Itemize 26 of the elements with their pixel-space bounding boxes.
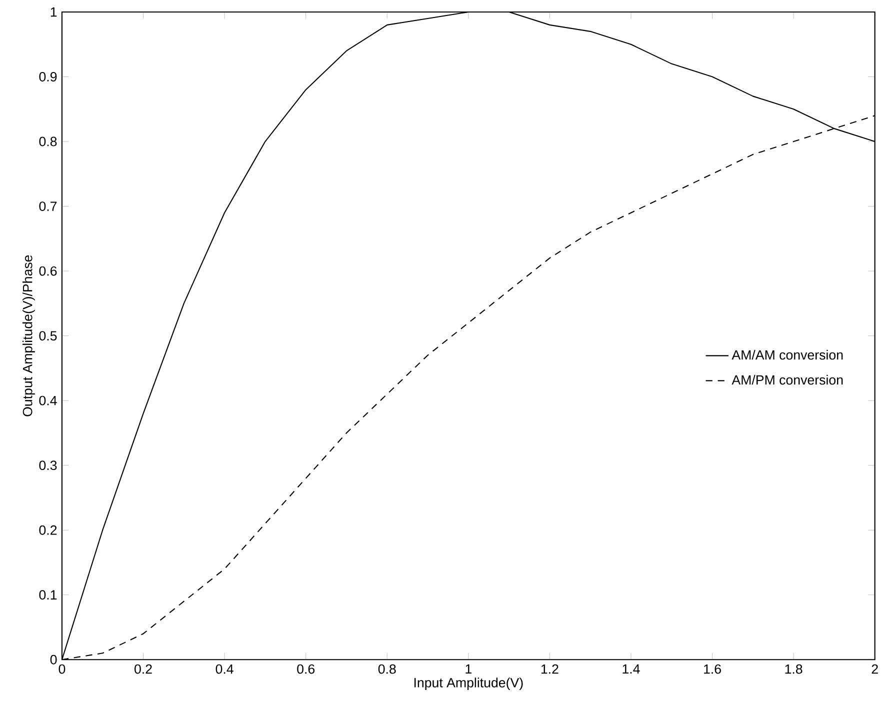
y-tick-label: 0.4 — [39, 396, 57, 406]
y-tick-label: 0.1 — [39, 590, 57, 600]
y-tick-label: 1 — [50, 8, 57, 17]
y-tick-label: 0 — [50, 655, 57, 665]
legend-label: AM/PM conversion — [732, 375, 843, 385]
x-tick-label: 0.8 — [378, 664, 396, 674]
y-axis-title: Output Amplitude(V)/Phase — [22, 256, 35, 416]
x-tick-label: 0.4 — [216, 664, 234, 674]
y-tick-label: 0.2 — [39, 526, 57, 536]
x-tick-label: 1.2 — [541, 664, 558, 674]
y-tick-label: 0.7 — [39, 202, 57, 212]
y-tick-label: 0.3 — [39, 460, 57, 470]
x-axis-title: Input Amplitude(V) — [414, 678, 523, 690]
y-tick-label: 0.9 — [39, 72, 57, 82]
y-tick-label: 0.8 — [39, 136, 57, 146]
legend-label: AM/AM conversion — [732, 350, 843, 360]
y-tick-label: 0.5 — [39, 331, 57, 341]
x-tick-label: 0.2 — [134, 664, 152, 674]
y-tick-label: 0.6 — [39, 266, 57, 276]
x-tick-label: 0 — [58, 664, 66, 674]
x-tick-label: 1.4 — [622, 664, 640, 674]
x-tick-label: 1.8 — [785, 664, 802, 674]
x-tick-label: 2 — [872, 664, 878, 674]
x-tick-label: 1.6 — [704, 664, 721, 674]
x-tick-label: 0.6 — [297, 664, 315, 674]
x-tick-label: 1 — [466, 664, 472, 674]
